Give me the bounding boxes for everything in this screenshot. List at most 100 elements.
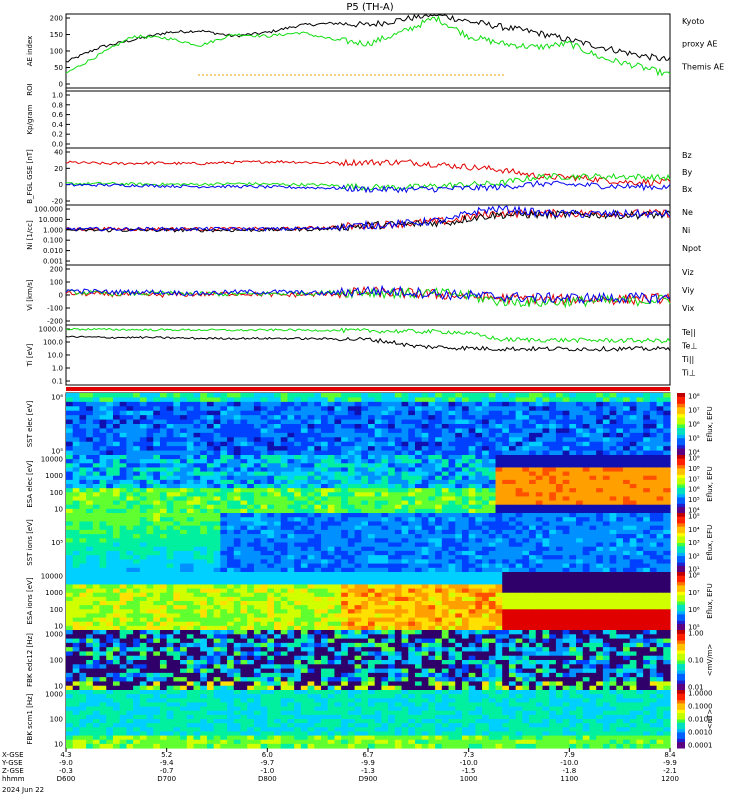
spectrogram-cell	[576, 459, 584, 464]
spectrogram-cell	[341, 459, 349, 464]
spectrogram-cell	[414, 428, 423, 434]
spectrogram-cell	[609, 559, 617, 565]
spectrogram-cell	[300, 625, 309, 631]
spectrogram-cell	[99, 521, 107, 527]
spectrogram-cell	[388, 621, 396, 627]
spectrogram-cell	[233, 471, 242, 477]
spectrogram-cell	[72, 559, 81, 565]
spectrogram-cell	[475, 479, 483, 485]
spectrogram-cell	[435, 621, 443, 627]
spectrogram-cell	[213, 601, 221, 606]
spectrogram-cell	[186, 555, 195, 560]
spectrogram-cell	[502, 459, 510, 464]
spectrogram-cell	[274, 459, 282, 464]
colorbar-cell	[677, 545, 685, 550]
spectrogram-cell	[159, 397, 168, 403]
spectrogram-cell	[274, 584, 282, 590]
spectrogram-cell	[488, 397, 497, 403]
spectrogram-cell	[368, 601, 376, 606]
spectrogram-cell	[280, 617, 289, 623]
spectrogram-cell	[99, 463, 107, 469]
spectrogram-cell	[549, 484, 557, 489]
spectrogram-cell	[173, 601, 181, 606]
spectrogram-cell	[213, 446, 221, 452]
spectrogram-cell	[166, 542, 174, 548]
spectrogram-cell	[133, 415, 141, 421]
colorbar-cell	[677, 427, 685, 432]
spectrogram-cell	[354, 605, 362, 610]
spectrogram-cell	[508, 546, 517, 552]
spectrogram-cell	[227, 415, 235, 421]
spectrogram-cell	[616, 517, 624, 523]
spectrogram-cell	[388, 559, 396, 565]
spectrogram-cell	[643, 428, 651, 434]
colorbar-tick-label: 10³	[688, 539, 700, 547]
spectrogram-cell	[495, 521, 503, 527]
spectrogram-cell	[623, 496, 631, 502]
spectrogram-cell	[421, 446, 429, 452]
spectrogram-cell	[321, 406, 329, 412]
spectrogram-cell	[414, 471, 423, 477]
spectrogram-cell	[260, 397, 268, 403]
spectrogram-cell	[408, 484, 416, 489]
spectrogram-cell	[576, 450, 584, 456]
spectrogram-cell	[280, 529, 289, 535]
spectrogram-cell	[582, 555, 591, 560]
spectrogram-cell	[602, 492, 611, 498]
spectrogram-cell	[327, 437, 336, 443]
spectrogram-cell	[274, 496, 282, 502]
spectrogram-cell	[159, 428, 168, 434]
spectrogram-cell	[656, 415, 664, 421]
spectrogram-cell	[461, 500, 470, 506]
spectrogram-cell	[233, 410, 242, 416]
spectrogram-cell	[186, 517, 195, 523]
spectrogram-cell	[582, 521, 591, 527]
spectrogram-cell	[482, 504, 490, 510]
spectrogram-cell	[206, 546, 215, 552]
spectrogram-cell	[643, 500, 651, 506]
roi-bar	[66, 387, 670, 391]
spectrogram-cell	[280, 521, 289, 527]
spectrogram-cell	[300, 567, 309, 573]
spectrogram-cell	[267, 450, 275, 456]
spectrogram-cell	[294, 446, 302, 452]
spectrogram-cell	[314, 567, 322, 573]
spectrogram-cell	[112, 605, 121, 610]
spectrogram-cell	[200, 475, 208, 481]
spectrogram-cell	[240, 500, 248, 506]
spectrogram-cell	[173, 500, 181, 506]
spectrogram-cell	[133, 406, 141, 412]
spectrogram-cell	[86, 609, 94, 615]
spectrogram-cell	[287, 596, 295, 602]
spectrogram-cell	[643, 432, 651, 438]
spectrogram-cell	[576, 517, 584, 523]
spectrogram-cell	[193, 406, 201, 412]
spectrogram-cell	[656, 496, 664, 502]
spectrogram-cell	[542, 475, 550, 481]
spectrogram-cell	[589, 437, 597, 443]
spectrogram-cell	[180, 517, 188, 523]
spectrogram-cell	[294, 567, 302, 573]
spectrogram-cell	[394, 455, 403, 460]
spectrogram-cell	[555, 428, 564, 434]
spectrogram-cell	[66, 393, 74, 399]
spectrogram-cell	[461, 471, 470, 477]
spectrogram-cell	[247, 559, 255, 565]
spectrogram-cell	[267, 441, 275, 447]
colorbar-cell	[677, 406, 685, 411]
spectrogram-cell	[361, 463, 369, 469]
spectrogram-cell	[394, 559, 403, 565]
spectrogram-cell	[327, 521, 336, 527]
spectrogram-cell	[361, 492, 369, 498]
spectrogram-cell	[461, 393, 470, 399]
spectrogram-cell	[354, 555, 362, 560]
spectrogram-cell	[529, 567, 537, 573]
spectrogram-cell	[408, 513, 416, 518]
y-tick-label: 100	[50, 489, 63, 497]
spectrogram-cell	[428, 513, 436, 518]
spectrogram-cell	[347, 424, 356, 430]
spectrogram-cell	[656, 406, 664, 412]
spectrogram-cell	[133, 542, 141, 548]
spectrogram-cell	[321, 450, 329, 456]
spectrogram-cell	[200, 542, 208, 548]
